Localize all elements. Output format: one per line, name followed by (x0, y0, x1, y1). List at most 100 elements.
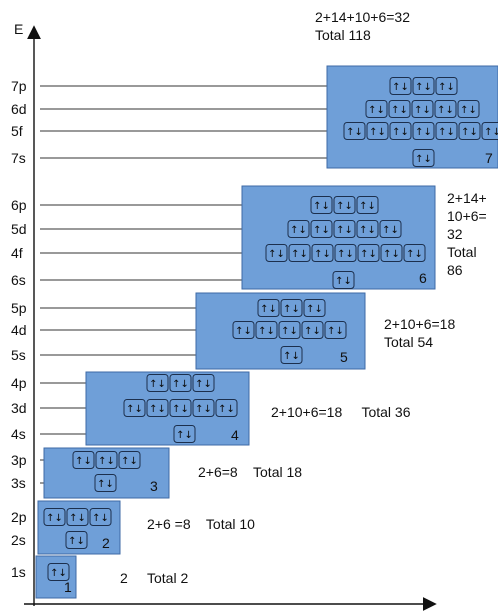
orbital-box-2s (65, 531, 88, 549)
electron-pair-arrows: ↑↓ (438, 82, 455, 93)
orbital-boxes: ↑↓ ↑↓ ↑↓ ↑↓ ↑↓ ↑↓ ↑↓ ↑↓ ↑↓ ↑↓ ↑↓ ↑↓ ↑↓ ↑↓ ↑↓ ↑↓ ↑↓ ↑↓ ↑↓ ↑↓… (43, 77, 498, 581)
subshell-label-5d: 5d (11, 221, 27, 237)
orbital-box-3d (123, 399, 146, 417)
orbital-box-6d (365, 100, 388, 118)
orbital-box-4d (324, 321, 347, 339)
electron-pair-arrows: ↑↓ (172, 404, 189, 415)
period-5-note-line: Total 54 (384, 334, 433, 350)
orbital-box-2p (43, 508, 66, 526)
electron-pair-arrows: ↑↓ (195, 404, 212, 415)
orbital-box-5f (343, 122, 366, 140)
orbital-box-3d (169, 399, 192, 417)
electron-pair-arrows: ↑↓ (304, 326, 321, 337)
orbital-box-5d (310, 220, 333, 238)
period-notes: 1 2 Total 2 2 2+6 =8 Total 10 3 2+6=8 Total 1… (64, 9, 493, 595)
subshell-label-3d: 3d (11, 400, 27, 416)
electron-pair-arrows: ↑↓ (98, 456, 115, 467)
electron-pair-arrows: ↑↓ (121, 456, 138, 467)
period-5-note-line: 2+10+6=18 (384, 316, 455, 332)
orbital-box-4f (265, 244, 288, 262)
period-number-5: 5 (340, 349, 348, 365)
orbital-box-5f (389, 122, 412, 140)
electron-pair-arrows: ↑↓ (392, 127, 409, 138)
subshell-label-6p: 6p (11, 197, 27, 213)
period-7-note-line: 2+14+10+6=32 (315, 9, 410, 25)
orbital-box-6d (388, 100, 411, 118)
electron-pair-arrows: ↑↓ (149, 404, 166, 415)
orbital-box-5d (333, 220, 356, 238)
period-4-note-line: 2+10+6=18 Total 36 (271, 404, 411, 420)
period-number-1: 1 (64, 579, 72, 595)
period-1-note-line: 2 Total 2 (120, 570, 188, 586)
orbital-box-4p (169, 374, 192, 392)
orbital-box-4f (334, 244, 357, 262)
electron-pair-arrows: ↑↓ (283, 351, 300, 362)
electron-pair-arrows: ↑↓ (69, 513, 86, 524)
orbital-box-5p (257, 299, 280, 317)
orbital-box-6p (333, 196, 356, 214)
period-number-6: 6 (419, 270, 427, 286)
electron-pair-arrows: ↑↓ (461, 127, 478, 138)
electron-pair-arrows: ↑↓ (68, 536, 85, 547)
electron-pair-arrows: ↑↓ (438, 127, 455, 138)
electron-pair-arrows: ↑↓ (415, 82, 432, 93)
electron-pair-arrows: ↑↓ (336, 201, 353, 212)
electron-pair-arrows: ↑↓ (218, 404, 235, 415)
orbital-box-6p (310, 196, 333, 214)
subshell-label-2s: 2s (11, 532, 26, 548)
subshell-label-5s: 5s (11, 347, 26, 363)
orbital-box-5f (366, 122, 389, 140)
orbital-box-4d (278, 321, 301, 339)
electron-pair-arrows: ↑↓ (172, 379, 189, 390)
orbital-box-5d (356, 220, 379, 238)
orbital-box-5s (280, 346, 303, 364)
subshell-label-5p: 5p (11, 300, 27, 316)
orbital-box-3d (146, 399, 169, 417)
electron-pair-arrows: ↑↓ (291, 249, 308, 260)
electron-pair-arrows: ↑↓ (392, 82, 409, 93)
electron-pair-arrows: ↑↓ (126, 404, 143, 415)
subshell-label-6d: 6d (11, 101, 27, 117)
electron-pair-arrows: ↑↓ (360, 249, 377, 260)
orbital-box-3p (72, 451, 95, 469)
electron-pair-arrows: ↑↓ (149, 379, 166, 390)
electron-pair-arrows: ↑↓ (50, 568, 67, 579)
electron-pair-arrows: ↑↓ (415, 154, 432, 165)
electron-pair-arrows: ↑↓ (97, 479, 114, 490)
subshell-label-3p: 3p (11, 452, 27, 468)
orbital-box-5f (412, 122, 435, 140)
period-6-note-line: 10+6= (447, 208, 487, 224)
period-number-3: 3 (150, 478, 158, 494)
electron-pair-arrows: ↑↓ (258, 326, 275, 337)
period-number-7: 7 (485, 150, 493, 166)
electron-pair-arrows: ↑↓ (382, 225, 399, 236)
orbital-box-6d (434, 100, 457, 118)
electron-pair-arrows: ↑↓ (391, 105, 408, 116)
orbital-box-3p (95, 451, 118, 469)
orbital-box-4f (311, 244, 334, 262)
orbital-box-4d (232, 321, 255, 339)
orbital-box-1s (47, 563, 70, 581)
electron-pair-arrows: ↑↓ (406, 249, 423, 260)
electron-pair-arrows: ↑↓ (313, 225, 330, 236)
electron-pair-arrows: ↑↓ (195, 379, 212, 390)
orbital-box-5d (379, 220, 402, 238)
orbital-box-4d (255, 321, 278, 339)
period-6-note-line: Total (447, 244, 477, 260)
orbital-box-6s (332, 271, 355, 289)
orbital-box-3d (215, 399, 238, 417)
electron-pair-arrows: ↑↓ (290, 225, 307, 236)
electron-pair-arrows: ↑↓ (235, 326, 252, 337)
electron-pair-arrows: ↑↓ (75, 456, 92, 467)
orbital-box-3p (118, 451, 141, 469)
orbital-box-4p (192, 374, 215, 392)
electron-pair-arrows: ↑↓ (368, 105, 385, 116)
orbital-box-3d (192, 399, 215, 417)
subshell-label-6s: 6s (11, 272, 26, 288)
electron-pair-arrows: ↑↓ (415, 127, 432, 138)
electron-pair-arrows: ↑↓ (437, 105, 454, 116)
electron-pair-arrows: ↑↓ (337, 249, 354, 260)
orbital-box-4f (288, 244, 311, 262)
